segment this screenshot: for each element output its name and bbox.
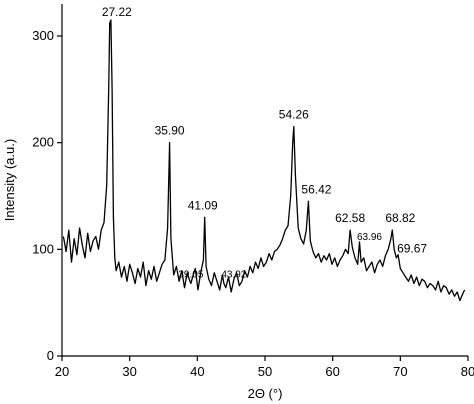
- x-tick-label: 30: [122, 364, 136, 379]
- series-layer: [62, 19, 466, 302]
- peak-label: 43.92: [221, 269, 246, 280]
- x-tick-label: 70: [393, 364, 407, 379]
- peak-labels: 27.22 35.90 39.05 41.09 43.92 54.26 56.42 62.58…: [102, 5, 428, 280]
- y-tick-label: 200: [32, 135, 54, 150]
- x-tick-label: 60: [325, 364, 339, 379]
- peak-label: 56.42: [301, 182, 331, 196]
- peak-label: 63.96: [357, 232, 382, 243]
- y-tick-label: 0: [47, 348, 54, 363]
- peak-label: 68.82: [385, 211, 415, 225]
- x-axis-title: 2Θ (°): [248, 386, 283, 401]
- peak-label: 62.58: [335, 211, 365, 225]
- axes: 20 30 40 50 60 70 80 0 100 200 300: [32, 4, 474, 379]
- y-tick-label: 300: [32, 28, 54, 43]
- peak-label: 54.26: [279, 108, 309, 122]
- peak-label: 27.22: [102, 5, 132, 19]
- x-tick-label: 80: [461, 364, 474, 379]
- y-tick-label: 100: [32, 241, 54, 256]
- peak-label: 69.67: [397, 242, 427, 256]
- x-tick-label: 20: [55, 364, 69, 379]
- xrd-pattern-line: [62, 19, 466, 302]
- y-axis-title: Intensity (a.u.): [2, 139, 17, 221]
- peak-label: 41.09: [188, 198, 218, 212]
- peak-label: 39.05: [178, 269, 203, 280]
- peak-label: 35.90: [155, 124, 185, 138]
- x-tick-label: 40: [190, 364, 204, 379]
- x-tick-label: 50: [258, 364, 272, 379]
